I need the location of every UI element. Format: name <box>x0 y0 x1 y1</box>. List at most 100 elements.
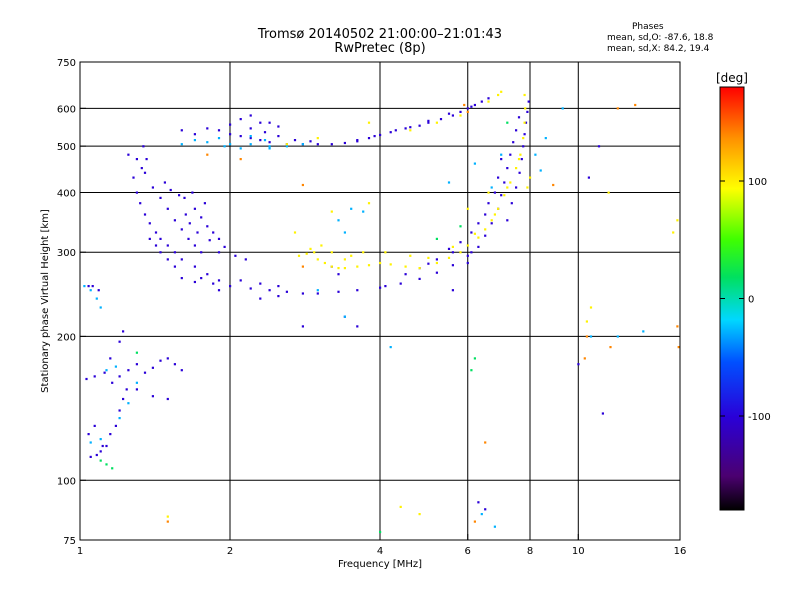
data-point <box>523 93 526 97</box>
data-point <box>285 290 288 293</box>
data-point <box>101 444 104 448</box>
data-point <box>585 320 588 323</box>
data-point <box>459 225 462 228</box>
data-point <box>217 129 221 132</box>
data-point <box>159 196 162 199</box>
data-point <box>500 90 503 93</box>
colorbar: [deg] -100 0 100 <box>716 71 771 511</box>
data-point <box>97 289 100 292</box>
data-point <box>301 292 304 295</box>
data-point <box>135 191 138 194</box>
data-point <box>524 121 528 124</box>
data-point <box>585 335 588 338</box>
data-point <box>477 236 480 239</box>
data-point <box>518 171 521 174</box>
data-point <box>470 369 473 372</box>
data-point <box>166 258 169 261</box>
data-point <box>151 186 154 189</box>
data-point <box>239 279 242 282</box>
data-point <box>159 237 162 240</box>
data-point <box>159 359 162 362</box>
data-point <box>470 251 473 254</box>
colorbar-tick-label: -100 <box>748 412 771 423</box>
data-point <box>180 143 183 146</box>
data-point <box>305 252 308 255</box>
data-point <box>587 176 590 179</box>
axis-ticks: 1 2 4 6 8 10 16 75 100 200 300 400 500 600 750 <box>57 58 686 557</box>
data-point <box>99 438 102 441</box>
data-point <box>506 121 509 124</box>
data-point <box>367 121 371 124</box>
data-point <box>87 433 90 436</box>
data-point <box>524 107 527 110</box>
data-point <box>497 93 500 97</box>
data-point <box>389 263 392 266</box>
data-point <box>330 251 333 254</box>
data-point <box>451 251 454 254</box>
data-point <box>451 264 454 267</box>
data-point <box>526 110 529 113</box>
data-point <box>140 167 143 170</box>
data-point <box>522 145 525 148</box>
data-point <box>148 237 151 240</box>
data-point <box>399 282 402 285</box>
data-point <box>95 453 98 457</box>
data-point <box>105 369 108 372</box>
data-point <box>435 258 438 261</box>
data-point <box>166 244 169 247</box>
data-point <box>154 231 158 234</box>
data-point <box>193 133 196 136</box>
data-point <box>379 261 382 265</box>
data-point <box>384 285 387 288</box>
data-point <box>418 124 421 127</box>
data-point <box>301 183 304 187</box>
data-point <box>217 137 221 140</box>
data-point <box>337 219 340 222</box>
data-point <box>404 265 407 268</box>
data-point <box>409 254 412 257</box>
data-point <box>143 213 147 216</box>
data-point <box>268 121 271 124</box>
data-point <box>409 126 412 129</box>
colorbar-tick-label: 100 <box>748 177 767 188</box>
data-point <box>389 131 392 134</box>
data-point <box>178 194 181 197</box>
data-point <box>212 231 215 234</box>
phases-stats-heading: Phases <box>632 22 664 32</box>
data-point <box>193 280 196 284</box>
data-point <box>285 145 288 148</box>
data-point <box>343 258 346 261</box>
data-point <box>206 273 209 276</box>
data-point <box>463 103 466 107</box>
data-point <box>239 135 242 138</box>
data-point <box>166 520 169 523</box>
data-point <box>277 285 280 288</box>
data-point <box>114 365 117 368</box>
data-point <box>404 273 407 276</box>
data-point <box>118 340 121 343</box>
data-point <box>490 222 493 225</box>
x-tick-label: 4 <box>377 546 383 557</box>
data-point <box>522 137 525 140</box>
data-point <box>99 450 102 453</box>
data-point <box>373 135 376 138</box>
data-point <box>601 412 604 415</box>
data-point <box>589 306 593 309</box>
x-axis-label: Frequency [MHz] <box>338 559 422 570</box>
data-point <box>676 219 679 222</box>
data-point <box>268 289 271 292</box>
data-point <box>217 237 221 240</box>
data-point <box>447 112 451 115</box>
data-point <box>316 292 319 295</box>
data-point <box>132 176 135 179</box>
data-point <box>111 467 114 470</box>
data-point <box>105 463 108 466</box>
colorbar-ticks: -100 0 100 <box>720 177 771 423</box>
data-point <box>263 139 267 142</box>
data-point <box>135 158 138 161</box>
data-point <box>316 289 319 292</box>
data-point <box>99 306 102 309</box>
data-point <box>466 244 469 247</box>
y-tick-label: 300 <box>57 248 76 259</box>
data-point <box>200 277 203 280</box>
